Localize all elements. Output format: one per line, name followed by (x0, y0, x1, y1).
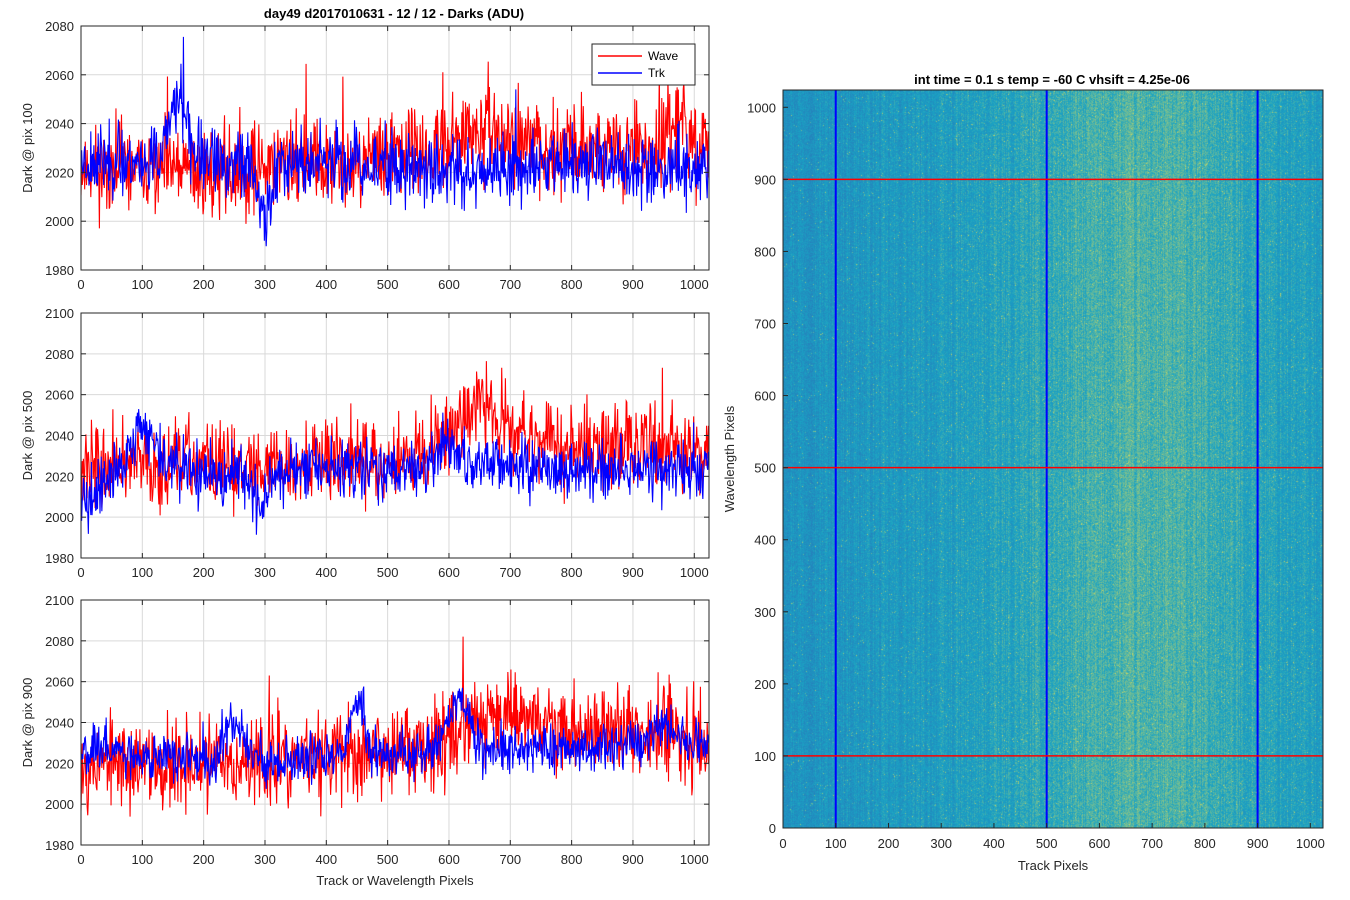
x-tick-label: 200 (878, 836, 900, 851)
legend: Wave Trk (591, 43, 696, 86)
y-tick-label: 400 (754, 533, 776, 548)
y-tick-label: 2020 (45, 756, 74, 771)
x-axis-label: Track Pixels (1018, 858, 1089, 873)
x-tick-label: 700 (499, 565, 521, 580)
x-tick-label: 600 (438, 277, 460, 292)
y-tick-label: 2100 (45, 593, 74, 608)
series-line-trk (81, 36, 709, 247)
y-tick-label: 600 (754, 389, 776, 404)
x-tick-label: 500 (377, 565, 399, 580)
x-tick-label: 300 (254, 565, 276, 580)
x-tick-label: 100 (131, 565, 153, 580)
legend-label-trk: Trk (648, 66, 666, 80)
y-tick-label: 2060 (45, 675, 74, 690)
line-plot-pix-100: 0 100 200 300 400 500 600 700 800 900 1000 1980 2000… (20, 19, 710, 292)
y-tick-label: 2060 (45, 68, 74, 83)
x-tick-label: 700 (1141, 836, 1163, 851)
line-plot-pix-500: 0 100 200 300 400 500 600 700 800 900 1000 1980 2000… (20, 306, 710, 580)
y-tick-label: 2000 (45, 797, 74, 812)
y-axis-label: Dark @ pix 500 (20, 391, 35, 481)
y-tick-label: 2040 (45, 429, 74, 444)
heatmap-title: int time = 0.1 s temp = -60 C vhsift = 4… (914, 72, 1190, 87)
x-tick-label: 1000 (680, 852, 709, 867)
x-tick-label: 800 (561, 852, 583, 867)
y-tick-label: 1980 (45, 838, 74, 853)
y-tick-label: 2000 (45, 510, 74, 525)
x-tick-label: 1000 (680, 565, 709, 580)
x-tick-label: 900 (622, 565, 644, 580)
y-tick-label: 1980 (45, 263, 74, 278)
x-tick-label: 900 (622, 277, 644, 292)
series-line-trk (81, 409, 709, 535)
y-tick-label: 2080 (45, 347, 74, 362)
y-tick-label: 2060 (45, 388, 74, 403)
line-plot-pix-900: 0 100 200 300 400 500 600 700 800 900 1000 1980 2000… (20, 593, 710, 888)
legend-box (591, 43, 696, 86)
x-tick-label: 900 (1247, 836, 1269, 851)
y-tick-label: 2100 (45, 306, 74, 321)
x-tick-label: 800 (561, 565, 583, 580)
y-tick-label: 800 (754, 244, 776, 259)
x-tick-label: 600 (438, 565, 460, 580)
y-tick-label: 2080 (45, 634, 74, 649)
x-tick-label: 400 (315, 565, 337, 580)
x-tick-label: 200 (193, 852, 215, 867)
x-tick-label: 900 (622, 852, 644, 867)
x-tick-label: 300 (254, 277, 276, 292)
y-tick-label: 200 (754, 677, 776, 692)
x-tick-label: 600 (1089, 836, 1111, 851)
y-axis-label: Dark @ pix 100 (20, 103, 35, 193)
x-tick-label: 700 (499, 852, 521, 867)
y-axis-label: Wavelength Pixels (722, 405, 737, 512)
y-tick-label: 0 (769, 821, 776, 836)
y-tick-label: 300 (754, 605, 776, 620)
x-tick-label: 0 (77, 565, 84, 580)
y-tick-label: 900 (754, 172, 776, 187)
x-tick-label: 400 (983, 836, 1005, 851)
x-tick-label: 200 (193, 565, 215, 580)
y-tick-label: 1980 (45, 551, 74, 566)
suptitle: day49 d2017010631 - 12 / 12 - Darks (ADU… (264, 6, 524, 21)
x-tick-label: 100 (131, 277, 153, 292)
x-tick-label: 0 (77, 277, 84, 292)
x-tick-label: 300 (930, 836, 952, 851)
x-axis-label: Track or Wavelength Pixels (316, 873, 474, 888)
x-tick-label: 800 (561, 277, 583, 292)
legend-label-wave: Wave (648, 49, 679, 63)
y-tick-label: 2000 (45, 214, 74, 229)
x-tick-label: 800 (1194, 836, 1216, 851)
series-line-trk (81, 686, 709, 789)
x-tick-label: 1000 (680, 277, 709, 292)
x-tick-label: 0 (779, 836, 786, 851)
y-tick-label: 2020 (45, 469, 74, 484)
heatmap-frame (782, 89, 1324, 829)
x-tick-label: 100 (825, 836, 847, 851)
x-tick-label: 200 (193, 277, 215, 292)
x-tick-label: 700 (499, 277, 521, 292)
y-tick-label: 2040 (45, 117, 74, 132)
x-tick-label: 400 (315, 277, 337, 292)
heatmap-image (783, 90, 1323, 828)
y-tick-label: 2080 (45, 19, 74, 34)
y-axis-label: Dark @ pix 900 (20, 678, 35, 768)
x-tick-label: 600 (438, 852, 460, 867)
y-tick-label: 100 (754, 749, 776, 764)
x-tick-label: 300 (254, 852, 276, 867)
plot-frame (80, 25, 710, 271)
y-tick-label: 500 (754, 461, 776, 476)
y-tick-label: 1000 (747, 100, 776, 115)
x-tick-label: 500 (377, 277, 399, 292)
x-tick-label: 500 (1036, 836, 1058, 851)
y-tick-label: 2020 (45, 165, 74, 180)
y-tick-label: 700 (754, 317, 776, 332)
x-tick-label: 500 (377, 852, 399, 867)
x-tick-label: 400 (315, 852, 337, 867)
x-tick-label: 1000 (1296, 836, 1325, 851)
y-tick-label: 2040 (45, 716, 74, 731)
x-tick-label: 100 (131, 852, 153, 867)
x-tick-label: 0 (77, 852, 84, 867)
heatmap-plot: 0 100 200 300 400 500 600 700 800 900 1000 0 100 200 3… (722, 89, 1325, 873)
